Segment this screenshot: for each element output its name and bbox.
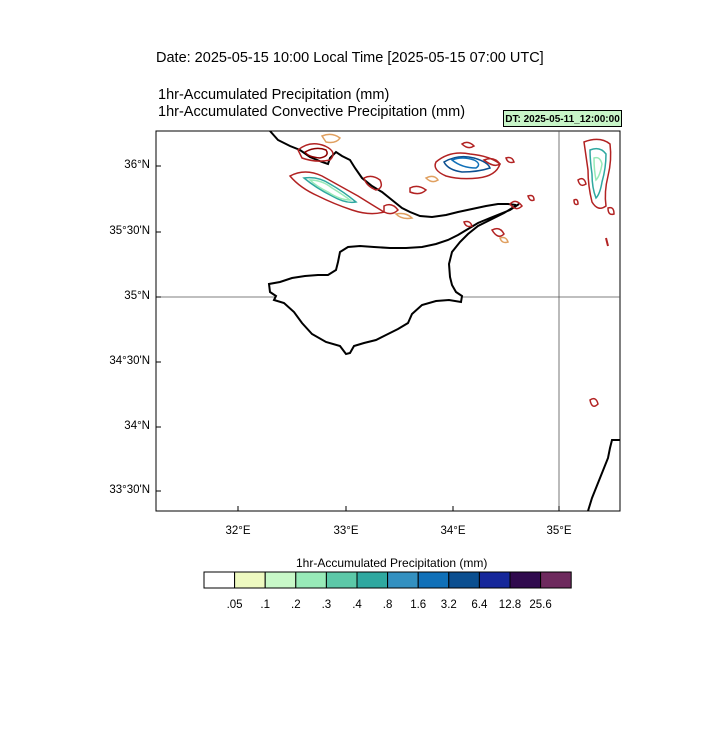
lon-label-34e: 34°E — [440, 525, 466, 537]
colorbar-box — [448, 571, 480, 589]
colorbar-box — [417, 571, 450, 589]
colorbar-box — [325, 571, 358, 589]
colorbar-label: 3.2 — [440, 599, 457, 611]
colorbar-box — [540, 571, 572, 589]
precip-cluster-northeast-cyprus — [463, 194, 535, 244]
colorbar-box — [387, 571, 419, 589]
axis-ticks — [156, 165, 560, 511]
lon-label-33e: 33°E — [333, 525, 359, 537]
colorbar — [203, 571, 572, 589]
colorbar-box — [264, 571, 297, 589]
precip-cluster-northwest — [288, 133, 428, 220]
colorbar-label: 12.8 — [498, 599, 522, 611]
colorbar-title: 1hr-Accumulated Precipitation (mm) — [296, 556, 488, 570]
colorbar-label: 25.6 — [529, 599, 552, 611]
colorbar-box — [295, 571, 327, 589]
colorbar-label: .1 — [260, 599, 270, 611]
precip-cluster-east — [573, 138, 615, 407]
levant-coastline — [587, 439, 620, 512]
colorbar-label: .05 — [226, 599, 243, 611]
colorbar-label: .4 — [352, 599, 362, 611]
cyprus-coastline — [267, 203, 520, 356]
colorbar-label: .2 — [291, 599, 301, 611]
lon-label-35e: 35°E — [546, 525, 572, 537]
lat-label-35-30n: 35°30'N — [109, 225, 150, 237]
precip-cluster-north-central — [424, 141, 515, 183]
variable-title-precipitation: 1hr-Accumulated Precipitation (mm) — [158, 87, 390, 103]
colorbar-label: 6.4 — [471, 599, 488, 611]
lat-label-36n: 36°N — [124, 159, 150, 171]
variable-title-convective-precipitation: 1hr-Accumulated Convective Precipitation… — [158, 104, 466, 120]
lat-label-35n: 35°N — [124, 290, 150, 302]
colorbar-box — [356, 571, 389, 589]
date-title: Date: 2025-05-15 10:00 Local Time [2025-… — [156, 50, 544, 66]
lat-label-34n: 34°N — [124, 420, 150, 432]
colorbar-label: 1.6 — [410, 599, 427, 611]
turkey-coastline — [269, 130, 517, 219]
colorbar-box — [478, 571, 511, 589]
dt-badge: DT: 2025-05-11_12:00:00 — [503, 110, 622, 127]
colorbar-box — [509, 571, 542, 589]
lat-label-34-30n: 34°30'N — [109, 355, 150, 367]
lon-label-32e: 32°E — [225, 525, 251, 537]
colorbar-box — [203, 571, 236, 589]
colorbar-label: .8 — [382, 599, 393, 611]
colorbar-box — [234, 571, 266, 589]
colorbar-label: .3 — [321, 599, 332, 611]
lat-label-33-30n: 33°30'N — [109, 484, 150, 496]
